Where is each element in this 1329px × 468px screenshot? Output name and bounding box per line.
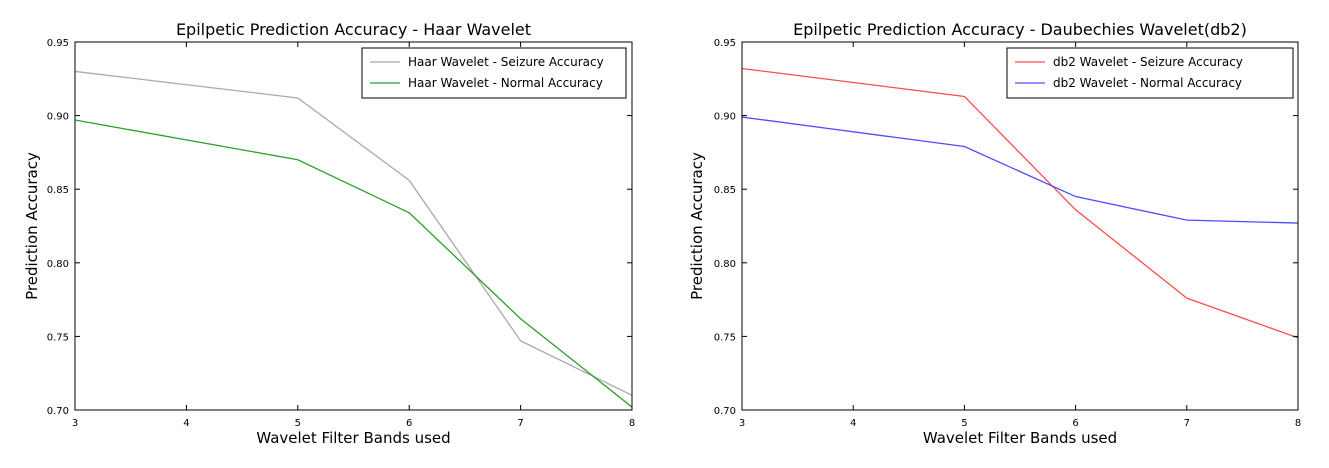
legend-label-2: Haar Wavelet - Normal Accuracy bbox=[408, 76, 603, 90]
x-tick-label: 8 bbox=[1295, 418, 1301, 429]
x-tick-label: 7 bbox=[517, 418, 523, 429]
chart-haar: 3 4 5 6 7 8 0.70 0.75 0.80 0.85 0.90 0.95 Epilpetic … bbox=[23, 20, 635, 447]
chart-db2-panel: 3 4 5 6 7 8 0.70 0.75 0.80 0.85 0.90 0.95 Epilpetic … bbox=[665, 0, 1329, 468]
y-tick-label: 0.90 bbox=[714, 112, 736, 123]
chart-title: Epilpetic Prediction Accuracy - Daubechi… bbox=[793, 20, 1247, 39]
x-tick-label: 6 bbox=[1072, 418, 1078, 429]
x-tick-label: 5 bbox=[295, 418, 301, 429]
chart-title: Epilpetic Prediction Accuracy - Haar Wav… bbox=[176, 20, 531, 39]
y-tick-label: 0.70 bbox=[714, 406, 736, 417]
y-tick-label: 0.80 bbox=[714, 259, 736, 270]
y-tick-label: 0.85 bbox=[47, 185, 69, 196]
x-tick-label: 7 bbox=[1184, 418, 1190, 429]
legend-box bbox=[361, 47, 627, 99]
legend-label-1: db2 Wavelet - Seizure Accuracy bbox=[1053, 55, 1243, 69]
plot-frame bbox=[74, 41, 633, 411]
y-tick-label: 0.95 bbox=[714, 38, 736, 49]
legend-label-2: db2 Wavelet - Normal Accuracy bbox=[1053, 76, 1242, 90]
chart-haar-panel: 3 4 5 6 7 8 0.70 0.75 0.80 0.85 0.90 0.95 Epilpetic … bbox=[0, 0, 664, 468]
x-tick-label: 4 bbox=[183, 418, 189, 429]
x-tick-label: 3 bbox=[72, 418, 78, 429]
series-line-1 bbox=[741, 67, 1299, 339]
series-line-1 bbox=[74, 70, 633, 396]
series-line-2 bbox=[741, 116, 1299, 224]
chart-db2: 3 4 5 6 7 8 0.70 0.75 0.80 0.85 0.90 0.95 Epilpetic … bbox=[688, 20, 1301, 447]
legend-label-1: Haar Wavelet - Seizure Accuracy bbox=[408, 55, 604, 69]
legend-box bbox=[1006, 47, 1294, 99]
plot-frame bbox=[741, 41, 1299, 411]
x-tick-label: 5 bbox=[961, 418, 967, 429]
x-tick-label: 4 bbox=[850, 418, 856, 429]
y-tick-label: 0.95 bbox=[47, 38, 69, 49]
y-axis-label: Prediction Accuracy bbox=[688, 152, 706, 300]
y-tick-label: 0.85 bbox=[714, 185, 736, 196]
x-tick-label: 8 bbox=[629, 418, 635, 429]
x-tick-label: 3 bbox=[739, 418, 745, 429]
y-axis-label: Prediction Accuracy bbox=[23, 152, 41, 300]
y-tick-label: 0.75 bbox=[47, 332, 69, 343]
x-axis-label: Wavelet Filter Bands used bbox=[923, 429, 1117, 447]
x-axis-label: Wavelet Filter Bands used bbox=[256, 429, 450, 447]
y-tick-label: 0.80 bbox=[47, 259, 69, 270]
y-tick-label: 0.75 bbox=[714, 332, 736, 343]
y-tick-label: 0.70 bbox=[47, 406, 69, 417]
y-tick-label: 0.90 bbox=[47, 112, 69, 123]
series-line-2 bbox=[74, 119, 633, 408]
x-tick-label: 6 bbox=[406, 418, 412, 429]
